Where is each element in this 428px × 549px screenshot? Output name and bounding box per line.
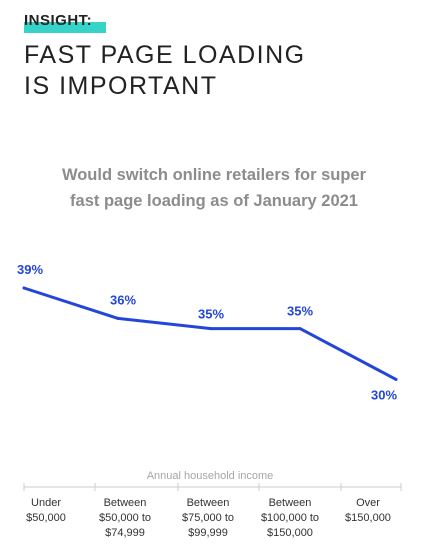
x-tick-label: Between $100,000 to $150,000 (261, 497, 319, 539)
x-tick-label-line: Over (356, 497, 380, 509)
x-tick-label-line: $50,000 (26, 512, 66, 524)
x-tick-label-line: Under (31, 497, 61, 509)
headline-line-2: IS IMPORTANT (24, 72, 218, 100)
x-tick-label: Under $50,000 (26, 497, 66, 524)
kicker-text: INSIGHT: (24, 12, 93, 29)
x-axis-title: Annual household income (147, 470, 274, 482)
x-tick-label-line: $150,000 (345, 512, 391, 524)
x-tick-label-line: $100,000 to (261, 512, 319, 524)
x-tick-label: Over $150,000 (345, 497, 391, 524)
data-label: 35% (198, 307, 224, 322)
series-line (22, 286, 398, 381)
x-axis: Annual household income Under $50,000 Betwe… (23, 470, 402, 539)
kicker: INSIGHT: (24, 12, 106, 33)
data-label: 39% (17, 262, 43, 277)
chart-title-line-2: fast page loading as of January 2021 (70, 192, 358, 210)
data-label: 35% (287, 304, 313, 319)
chart-title: Would switch online retailers for super … (0, 162, 428, 214)
x-tick-label-line: Between (187, 497, 230, 509)
headline-line-1: FAST PAGE LOADING (24, 41, 306, 69)
data-label: 36% (110, 292, 136, 307)
data-point (298, 327, 302, 331)
x-tick-label-line: $50,000 to (99, 512, 151, 524)
chart-marks: 39% 36% 35% 35% 30% (17, 262, 398, 402)
x-tick-label-line: $150,000 (267, 527, 313, 539)
data-label: 30% (371, 387, 397, 402)
x-tick-label: Between $50,000 to $74,999 (99, 497, 151, 539)
x-tick-label-line: $74,999 (105, 527, 145, 539)
data-point (22, 286, 26, 290)
data-point (209, 327, 213, 331)
x-tick-label-line: $75,000 to (182, 512, 234, 524)
data-point (116, 316, 120, 320)
x-tick-label: Between $75,000 to $99,999 (182, 497, 234, 539)
page-title: FAST PAGE LOADING IS IMPORTANT (24, 40, 306, 102)
x-tick-label-line: Between (104, 497, 147, 509)
x-tick-label-line: $99,999 (188, 527, 228, 539)
chart-title-line-1: Would switch online retailers for super (61, 166, 367, 184)
x-tick-label-line: Between (269, 497, 312, 509)
kicker-highlight (24, 22, 106, 33)
data-point (394, 377, 398, 381)
